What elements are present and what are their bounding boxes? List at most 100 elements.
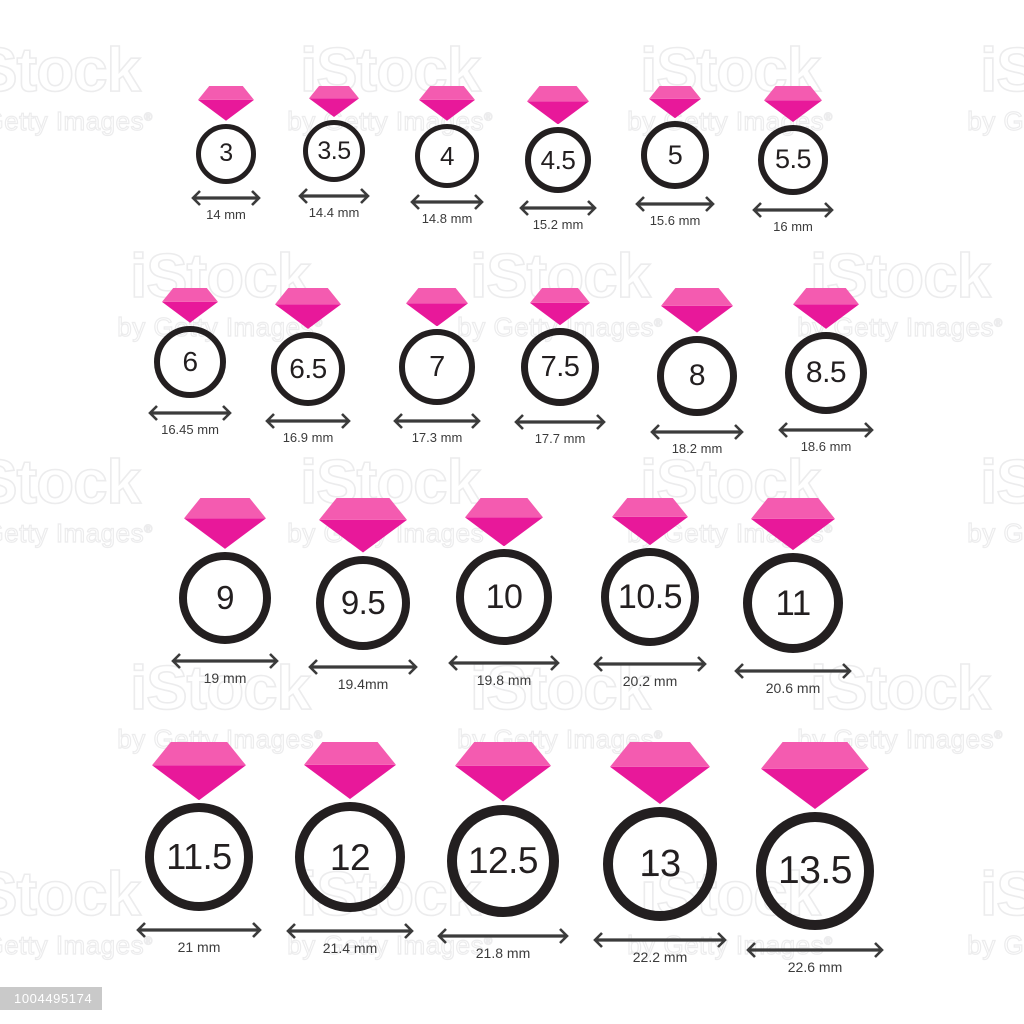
gem-crown <box>198 86 254 100</box>
ring-band[interactable]: 9 <box>179 551 271 644</box>
ring-size-item[interactable]: 11.5 21 mm <box>125 742 273 955</box>
ring-band[interactable]: 12.5 <box>447 804 559 917</box>
gem-crown <box>184 498 266 519</box>
ring-gem <box>649 86 701 123</box>
ring-gem <box>184 498 266 554</box>
ring-size-item[interactable]: 10 19.8 mm <box>436 498 572 688</box>
gem-crown <box>309 86 359 99</box>
ring-gem <box>455 742 551 807</box>
ring-gem <box>530 288 590 330</box>
gem-pavilion <box>465 517 543 547</box>
ring-diameter-measure: 16.9 mm <box>265 412 351 445</box>
ring-band[interactable]: 8 <box>657 335 737 416</box>
ring-size-value: 3 <box>219 139 233 168</box>
gem-pavilion <box>406 303 468 327</box>
ring-diameter-measure: 15.6 mm <box>635 196 715 228</box>
ring-size-item[interactable]: 7.5 17.7 mm <box>501 288 619 446</box>
ring-size-item[interactable]: 13 22.2 mm <box>583 742 737 965</box>
ring-band[interactable]: 5.5 <box>758 124 828 195</box>
ring-gem <box>319 498 407 558</box>
gem-pavilion <box>793 304 859 329</box>
ring-band[interactable]: 3 <box>196 123 256 184</box>
ring-band[interactable]: 7.5 <box>521 328 599 407</box>
gem-icon <box>751 498 835 551</box>
gem-pavilion <box>455 765 551 802</box>
diameter-arrow-icon <box>734 663 852 679</box>
gem-pavilion <box>610 766 710 804</box>
ring-size-item[interactable]: 11 20.6 mm <box>723 498 863 696</box>
ring-size-item[interactable]: 9 19 mm <box>159 498 291 686</box>
ring-diameter-label: 20.6 mm <box>765 680 821 697</box>
ring-band[interactable]: 10.5 <box>601 548 699 647</box>
ring-size-item[interactable]: 3 14 mm <box>176 86 276 222</box>
ring-band[interactable]: 9.5 <box>316 555 410 650</box>
ring-gem <box>793 288 859 334</box>
ring-band[interactable]: 8.5 <box>785 331 867 414</box>
gem-pavilion <box>419 99 475 121</box>
ring-diameter-measure: 21.8 mm <box>437 927 569 961</box>
ring-size-item[interactable]: 12 21.4 mm <box>275 742 425 956</box>
ring-band[interactable]: 13.5 <box>756 811 874 930</box>
gem-pavilion <box>275 304 341 329</box>
ring-diameter-label: 14.4 mm <box>308 205 360 220</box>
ring-diameter-label: 19.4mm <box>337 675 389 692</box>
ring-diameter-label: 21 mm <box>177 939 221 956</box>
ring-size-item[interactable]: 12.5 21.8 mm <box>427 742 579 961</box>
ring-size-value: 4.5 <box>540 145 576 176</box>
ring-size-value: 12.5 <box>467 840 539 882</box>
ring-band[interactable]: 4.5 <box>525 127 591 194</box>
ring-band[interactable]: 11 <box>743 553 843 654</box>
ring-size-item[interactable]: 13.5 22.6 mm <box>736 742 894 975</box>
gem-icon <box>530 288 590 326</box>
gem-pavilion <box>661 305 733 333</box>
ring-band[interactable]: 10 <box>456 549 552 646</box>
ring-gem <box>610 742 710 809</box>
ring-size-item[interactable]: 9.5 19.4mm <box>296 498 430 692</box>
ring-band[interactable]: 5 <box>641 121 709 190</box>
ring-diameter-label: 21.8 mm <box>475 944 531 961</box>
ring-size-item[interactable]: 4 14.8 mm <box>395 86 499 226</box>
gem-crown <box>761 742 869 769</box>
ring-diameter-measure: 14.8 mm <box>410 193 484 226</box>
ring-gem <box>309 86 359 122</box>
ring-size-item[interactable]: 10.5 20.2 mm <box>581 498 719 689</box>
ring-size-item[interactable]: 8.5 18.6 mm <box>765 288 887 454</box>
ring-size-value: 11.5 <box>166 836 232 878</box>
ring-size-item[interactable]: 3.5 14.4 mm <box>283 86 385 220</box>
ring-size-value: 12 <box>329 836 371 878</box>
ring-size-item[interactable]: 5 15.6 mm <box>621 86 729 228</box>
ring-band[interactable]: 7 <box>399 329 475 406</box>
ring-diameter-measure: 19.4mm <box>308 658 418 692</box>
ring-band[interactable]: 3.5 <box>303 120 365 182</box>
ring-gem <box>751 498 835 555</box>
gem-crown <box>162 288 218 302</box>
gem-icon <box>304 742 396 800</box>
ring-band[interactable]: 13 <box>603 807 717 921</box>
ring-size-item[interactable]: 4.5 15.2 mm <box>505 86 611 232</box>
ring-gem <box>152 742 246 805</box>
ring-band[interactable]: 11.5 <box>145 803 253 912</box>
diameter-arrow-icon <box>746 942 884 958</box>
diameter-arrow-icon <box>393 413 481 430</box>
ring-band[interactable]: 6 <box>154 325 226 398</box>
ring-size-value: 10.5 <box>617 578 683 617</box>
ring-size-value: 5.5 <box>774 144 812 175</box>
ring-size-value: 11 <box>775 583 811 623</box>
gem-crown <box>612 498 688 517</box>
ring-diameter-label: 19 mm <box>203 669 247 686</box>
gem-pavilion <box>304 764 396 800</box>
ring-size-item[interactable]: 7 17.3 mm <box>379 288 495 445</box>
ring-size-item[interactable]: 5.5 16 mm <box>738 86 848 234</box>
ring-size-item[interactable]: 6 16.45 mm <box>134 288 246 437</box>
diameter-arrow-icon <box>437 927 569 944</box>
gem-icon <box>612 498 688 546</box>
ring-band[interactable]: 4 <box>415 123 479 188</box>
ring-band[interactable]: 12 <box>295 802 405 913</box>
gem-pavilion <box>184 518 266 549</box>
ring-size-item[interactable]: 6.5 16.9 mm <box>251 288 365 445</box>
diameter-arrow-icon <box>286 923 414 939</box>
ring-band[interactable]: 6.5 <box>271 331 345 406</box>
ring-size-item[interactable]: 8 18.2 mm <box>637 288 757 456</box>
diameter-arrow-icon <box>448 655 560 672</box>
